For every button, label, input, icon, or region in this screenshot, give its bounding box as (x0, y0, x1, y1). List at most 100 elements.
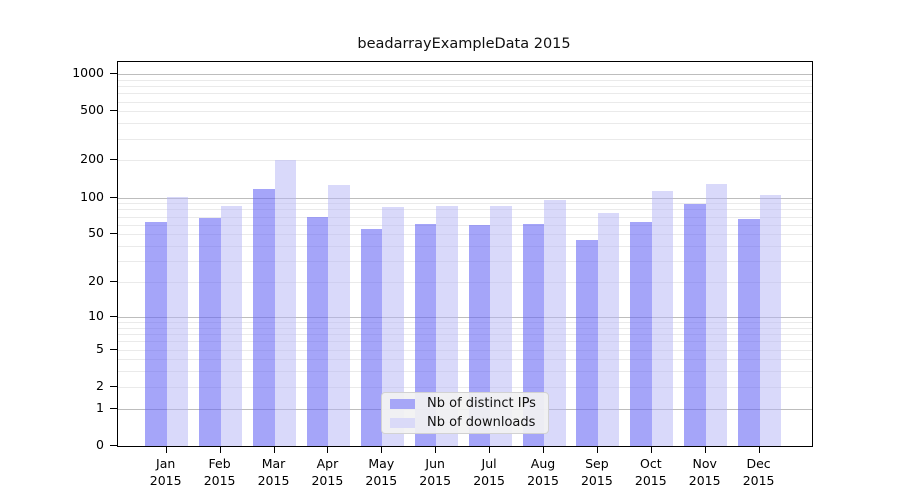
x-tick (273, 446, 275, 453)
bar-nb-of-distinct-ips-sep-2015 (576, 239, 598, 446)
y-tick-label: 10 (88, 307, 104, 323)
y-tick (110, 281, 117, 283)
y-tick-label: 1 (96, 399, 104, 415)
gridline-minor (118, 246, 812, 247)
y-tick-label: 50 (88, 225, 104, 241)
legend: Nb of distinct IPs Nb of downloads (381, 392, 549, 434)
gridline-minor (118, 234, 812, 236)
bar-nb-of-distinct-ips-dec-2015 (738, 218, 760, 446)
legend-item-downloads: Nb of downloads (390, 414, 540, 431)
y-tick-label: 5 (96, 340, 104, 356)
gridline-minor (118, 371, 812, 373)
legend-label-downloads: Nb of downloads (427, 415, 536, 430)
gridline-minor (118, 216, 812, 218)
y-tick (110, 315, 117, 317)
gridline-major (118, 316, 812, 318)
y-tick (110, 407, 117, 409)
bar-nb-of-distinct-ips-jan-2015 (145, 222, 167, 446)
bar-nb-of-distinct-ips-aug-2015 (522, 223, 544, 446)
bar-nb-of-distinct-ips-mar-2015 (253, 189, 275, 446)
x-tick (543, 446, 544, 453)
bar-nb-of-downloads-nov-2015 (705, 183, 728, 446)
x-tick-label: Aug 2015 (527, 456, 559, 488)
x-tick (219, 446, 221, 453)
bar-nb-of-distinct-ips-apr-2015 (306, 216, 329, 446)
gridline-minor (118, 203, 812, 205)
bar-nb-of-downloads-dec-2015 (759, 195, 782, 446)
y-tick-label: 100 (80, 188, 104, 204)
bar-nb-of-downloads-jul-2015 (490, 206, 512, 446)
gridline-minor (118, 359, 812, 361)
y-tick (110, 445, 117, 446)
legend-swatch-downloads (390, 417, 415, 428)
y-tick (110, 73, 117, 74)
gridline-minor (118, 138, 812, 140)
y-tick-label: 2 (96, 377, 104, 393)
x-tick-label: Mar 2015 (257, 456, 290, 488)
x-tick (489, 446, 491, 453)
x-tick (165, 446, 167, 453)
gridline-minor (118, 224, 812, 226)
x-tick (327, 446, 329, 453)
y-tick (110, 348, 117, 350)
legend-swatch-distinct-ips (390, 398, 415, 409)
x-tick-label: Sep 2015 (580, 456, 613, 488)
bar-nb-of-downloads-aug-2015 (544, 200, 566, 446)
bar-nb-of-distinct-ips-oct-2015 (630, 222, 652, 446)
gridline-minor (118, 386, 812, 388)
bar-nb-of-distinct-ips-nov-2015 (684, 204, 706, 446)
gridline-minor (118, 261, 812, 263)
x-tick-label: Dec 2015 (742, 456, 775, 488)
bar-nb-of-downloads-jan-2015 (166, 197, 189, 446)
y-tick (110, 233, 117, 235)
x-tick (435, 446, 437, 453)
chart-title: beadarrayExampleData 2015 (357, 36, 571, 52)
x-tick-label: May 2015 (365, 456, 398, 488)
x-tick (650, 446, 652, 453)
x-tick-label: Feb 2015 (203, 456, 236, 488)
legend-label-distinct-ips: Nb of distinct IPs (427, 396, 536, 411)
gridline-minor (118, 349, 812, 351)
gridline-minor (118, 86, 812, 87)
bar-nb-of-downloads-jun-2015 (436, 206, 458, 446)
x-tick-label: Oct 2015 (634, 456, 667, 488)
y-tick-label: 1000 (72, 65, 104, 80)
bars-layer (118, 62, 812, 446)
x-tick-label: Jul 2015 (473, 456, 505, 488)
gridline-minor (118, 93, 812, 95)
gridline-minor (118, 79, 812, 81)
bar-nb-of-distinct-ips-jun-2015 (414, 223, 437, 446)
gridline-minor (118, 341, 812, 343)
y-tick-label: 20 (88, 273, 104, 289)
y-tick-label: 0 (96, 437, 104, 452)
bar-nb-of-downloads-apr-2015 (328, 185, 350, 446)
gridline-minor (118, 123, 812, 125)
x-tick-label: Jan 2015 (149, 456, 182, 488)
gridline-minor (118, 209, 812, 211)
gridline-minor (118, 327, 812, 329)
grid-layer (118, 62, 812, 446)
gridline-minor (118, 160, 812, 162)
y-tick-label: 500 (80, 102, 104, 118)
bar-nb-of-distinct-ips-feb-2015 (199, 218, 221, 446)
gridline-minor (118, 101, 812, 103)
bar-nb-of-distinct-ips-may-2015 (360, 229, 383, 446)
x-tick (381, 446, 383, 453)
bar-nb-of-downloads-mar-2015 (274, 159, 296, 446)
y-tick (110, 159, 117, 161)
gridline-minor (118, 334, 812, 335)
x-tick-label: Nov 2015 (688, 456, 721, 488)
x-tick (704, 446, 706, 453)
bar-nb-of-downloads-oct-2015 (651, 191, 674, 446)
y-tick (110, 385, 117, 387)
x-tick (596, 446, 598, 453)
y-tick (110, 110, 117, 112)
bar-nb-of-downloads-may-2015 (382, 206, 404, 446)
y-tick (110, 196, 117, 198)
gridline-major (118, 197, 812, 199)
gridline-minor (118, 322, 812, 323)
y-tick-label: 200 (80, 151, 104, 167)
plot-area: Nb of distinct IPs Nb of downloads (117, 61, 813, 447)
bar-nb-of-downloads-feb-2015 (220, 206, 243, 446)
